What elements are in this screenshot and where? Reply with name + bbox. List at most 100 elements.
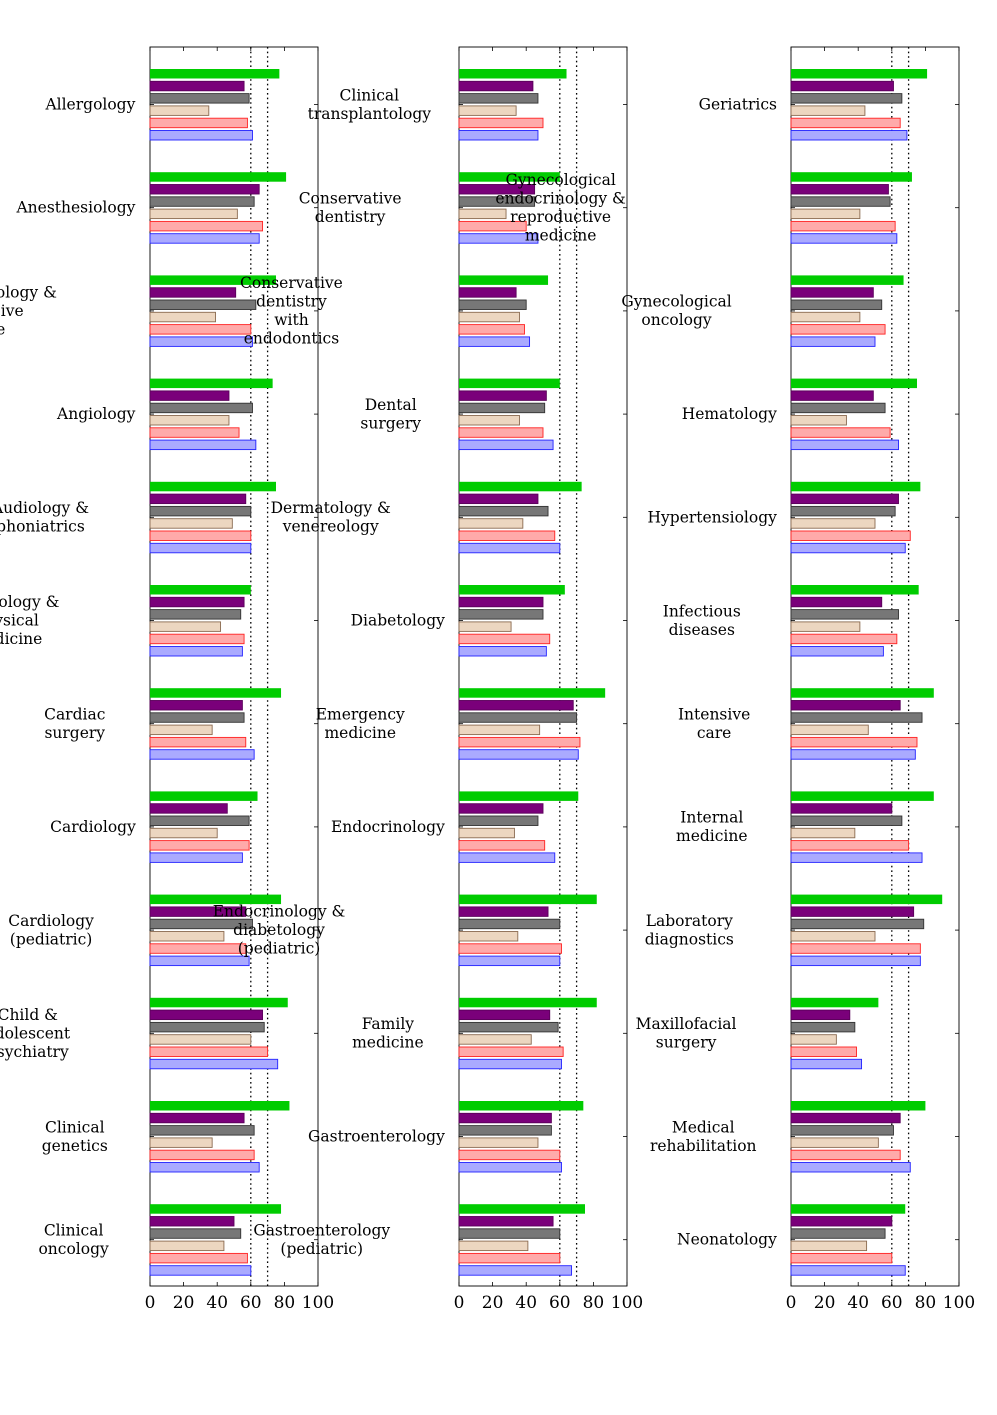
bar-series3-4 bbox=[149, 402, 253, 414]
category-label-line: Audiology & bbox=[0, 499, 89, 517]
bar-series6-9 bbox=[458, 955, 561, 967]
category-label-line: Hypertensiology bbox=[648, 508, 778, 526]
category-label-line: Endocrinology bbox=[331, 818, 445, 836]
category-label-line: transplantology bbox=[308, 105, 432, 123]
category-label: Cardiology (pediatric) bbox=[8, 912, 94, 949]
bar-series5-11 bbox=[458, 1149, 561, 1161]
category-label: Cardiac surgery bbox=[44, 705, 105, 742]
plot-frame bbox=[790, 46, 960, 1287]
category-label: Clinical oncology bbox=[38, 1221, 109, 1258]
bar-series6-12 bbox=[149, 1265, 252, 1276]
bar-series5-6 bbox=[458, 633, 551, 645]
bar-series1-3 bbox=[791, 275, 904, 285]
x-tick-label: 60 bbox=[881, 1293, 903, 1313]
plot-frame bbox=[458, 46, 628, 1287]
bar-series1-5 bbox=[459, 481, 582, 492]
bar-series4-7 bbox=[790, 724, 869, 736]
bar-series6-12 bbox=[790, 1265, 906, 1276]
category-label: Clinical genetics bbox=[42, 1118, 108, 1155]
bar-series6-7 bbox=[149, 749, 255, 760]
category-label-line: surgery bbox=[656, 1034, 717, 1052]
bar-series1-9 bbox=[150, 894, 282, 905]
category-label-line: Medical bbox=[672, 1118, 735, 1136]
category-label: Gynecological endocrinology & reproductive… bbox=[495, 171, 626, 245]
bar-series1-10 bbox=[791, 997, 879, 1008]
bar-series3-2 bbox=[790, 196, 891, 207]
category-label-line: medicine bbox=[676, 827, 748, 845]
bar-series1-5 bbox=[791, 481, 921, 492]
bar-series6-7 bbox=[790, 749, 916, 760]
bar-series5-7 bbox=[149, 736, 247, 748]
bar-series1-9 bbox=[791, 894, 943, 905]
bar-series2-7 bbox=[790, 700, 901, 711]
category-label-line: dentistry bbox=[315, 208, 386, 226]
category-label: Medical rehabilitation bbox=[650, 1118, 757, 1155]
category-label: Hematology bbox=[682, 405, 777, 423]
category-label: Infectious diseases bbox=[663, 602, 741, 639]
category-label-line: Internal bbox=[680, 809, 743, 827]
x-tick-label: 40 bbox=[847, 1293, 869, 1313]
bar-series2-6 bbox=[790, 596, 883, 608]
category-label-line: Gynecological bbox=[505, 171, 615, 189]
category-label-line: Gynecological bbox=[621, 293, 731, 311]
category-label-line: physical bbox=[0, 612, 39, 630]
bar-series4-9 bbox=[790, 931, 876, 942]
category-label-line: psychiatry bbox=[0, 1043, 69, 1061]
bar-series3-3 bbox=[149, 299, 257, 310]
bar-series4-4 bbox=[149, 415, 230, 426]
bar-series5-7 bbox=[790, 736, 918, 748]
bar-series6-10 bbox=[458, 1058, 562, 1070]
bar-series5-3 bbox=[790, 324, 886, 335]
bar-series4-3 bbox=[149, 311, 216, 323]
bar-series6-10 bbox=[149, 1058, 279, 1070]
category-label-line: oncology bbox=[641, 311, 712, 329]
bar-series4-6 bbox=[790, 621, 861, 632]
bar-series2-8 bbox=[458, 803, 544, 814]
bar-series3-5 bbox=[790, 505, 896, 517]
category-label-line: Clinical bbox=[340, 86, 400, 104]
bar-series2-7 bbox=[458, 700, 574, 711]
bar-series6-8 bbox=[790, 852, 923, 863]
category-label: Gastroenterology (pediatric) bbox=[253, 1221, 390, 1258]
bar-series6-9 bbox=[149, 955, 250, 967]
bar-series2-12 bbox=[790, 1216, 893, 1227]
bar-series3-7 bbox=[790, 712, 923, 723]
bar-series5-8 bbox=[790, 840, 910, 851]
bar-series1-8 bbox=[791, 791, 934, 801]
bar-series3-10 bbox=[149, 1021, 265, 1033]
category-label-line: medicine bbox=[352, 1034, 424, 1052]
bar-series1-1 bbox=[791, 69, 928, 79]
category-label-line: adolescent bbox=[0, 1024, 71, 1042]
bar-series2-4 bbox=[790, 390, 874, 401]
bar-series1-2 bbox=[150, 172, 287, 182]
bar-series1-4 bbox=[791, 378, 917, 389]
bar-series3-11 bbox=[458, 1125, 552, 1136]
category-label: Family medicine bbox=[352, 1015, 424, 1052]
bar-series4-2 bbox=[790, 208, 861, 220]
bar-series3-12 bbox=[790, 1228, 886, 1239]
bar-series2-3 bbox=[790, 287, 874, 298]
category-label: Balneology &physicalmedicine bbox=[0, 593, 60, 648]
x-tick-label: 20 bbox=[482, 1293, 504, 1313]
bar-series4-1 bbox=[458, 105, 517, 116]
category-label-line: Cardiac bbox=[44, 705, 105, 723]
x-tick-label: 0 bbox=[786, 1293, 797, 1313]
bar-series1-7 bbox=[459, 688, 606, 698]
bar-series2-2 bbox=[790, 184, 889, 195]
category-label-line: Gastroenterology bbox=[308, 1128, 445, 1146]
bar-series5-7 bbox=[458, 736, 581, 748]
bar-series3-9 bbox=[790, 918, 925, 930]
bar-series5-11 bbox=[790, 1149, 901, 1161]
x-tick-label: 80 bbox=[583, 1293, 605, 1313]
bar-series4-10 bbox=[149, 1034, 252, 1045]
bar-series3-8 bbox=[458, 815, 539, 826]
bar-series3-10 bbox=[458, 1021, 559, 1033]
bar-series4-8 bbox=[790, 827, 856, 839]
category-label-line: Endocrinology & bbox=[213, 903, 346, 921]
x-tick-label: 20 bbox=[814, 1293, 836, 1313]
x-tick-label: 20 bbox=[173, 1293, 195, 1313]
bar-series3-7 bbox=[149, 712, 245, 723]
bar-series2-6 bbox=[149, 596, 245, 608]
category-label: Clinical transplantology bbox=[308, 86, 432, 123]
